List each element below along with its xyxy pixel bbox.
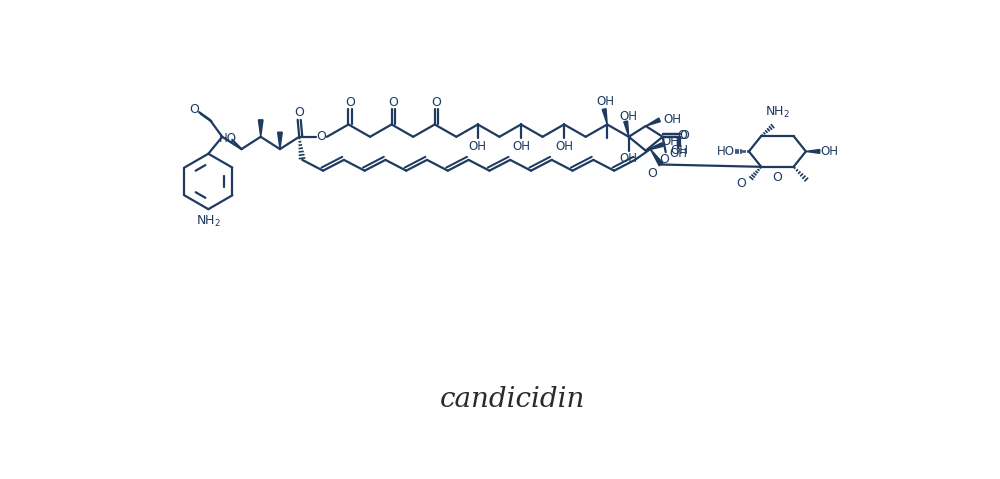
- Text: O: O: [679, 129, 689, 142]
- Text: OH: OH: [663, 114, 681, 126]
- Text: OH: OH: [671, 144, 689, 157]
- Polygon shape: [806, 149, 820, 153]
- Polygon shape: [278, 132, 282, 149]
- Polygon shape: [650, 149, 663, 166]
- Polygon shape: [646, 118, 660, 126]
- Text: OH: OH: [620, 110, 638, 123]
- Text: O: O: [190, 103, 199, 115]
- Text: OH: OH: [469, 139, 487, 152]
- Text: O: O: [659, 153, 669, 166]
- Text: O: O: [317, 130, 326, 143]
- Text: HO: HO: [717, 145, 735, 158]
- Text: O: O: [345, 96, 355, 109]
- Text: O: O: [772, 171, 782, 184]
- Text: O: O: [431, 96, 441, 109]
- Polygon shape: [258, 120, 263, 137]
- Text: OH: OH: [661, 135, 679, 148]
- Text: NH$_2$: NH$_2$: [196, 214, 221, 229]
- Polygon shape: [624, 121, 629, 137]
- Polygon shape: [646, 143, 663, 151]
- Text: OH: OH: [512, 139, 530, 152]
- Text: candicidin: candicidin: [440, 386, 585, 413]
- Polygon shape: [602, 109, 607, 125]
- Text: OH: OH: [597, 95, 615, 108]
- Text: OH: OH: [620, 152, 638, 165]
- Text: O: O: [647, 167, 657, 180]
- Text: O: O: [294, 106, 304, 119]
- Text: O: O: [678, 129, 688, 142]
- Text: HO: HO: [219, 132, 237, 145]
- Text: O: O: [388, 96, 398, 109]
- Text: OH: OH: [669, 147, 687, 160]
- Text: NH$_2$: NH$_2$: [765, 105, 790, 121]
- Text: OH: OH: [820, 145, 838, 158]
- Text: OH: OH: [555, 139, 573, 152]
- Text: O: O: [736, 177, 746, 190]
